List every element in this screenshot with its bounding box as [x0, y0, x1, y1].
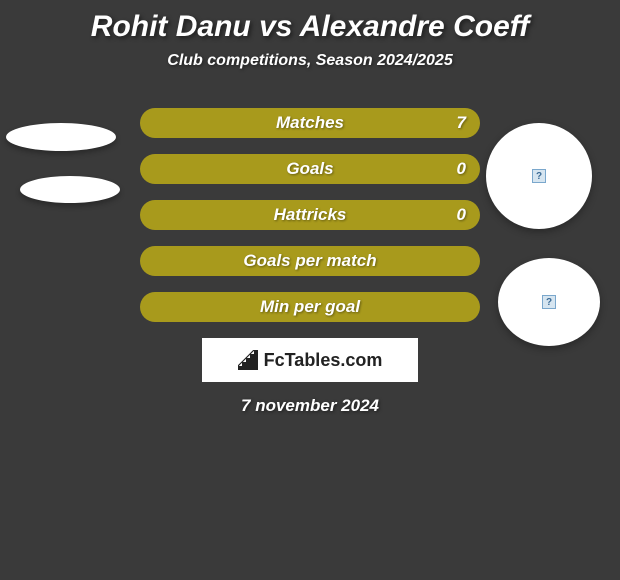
stat-row: Goals per match — [0, 238, 620, 284]
stat-row: Matches 7 — [0, 100, 620, 146]
page-subtitle: Club competitions, Season 2024/2025 — [0, 52, 620, 70]
stat-value: 7 — [457, 113, 466, 133]
stat-value: 0 — [457, 159, 466, 179]
page-title: Rohit Danu vs Alexandre Coeff — [0, 10, 620, 44]
logo-text: FcTables.com — [264, 350, 383, 371]
stat-label: Min per goal — [260, 297, 360, 317]
fctables-logo-icon — [238, 350, 260, 370]
stat-bar: Matches 7 — [140, 108, 480, 138]
stat-bar: Goals 0 — [140, 154, 480, 184]
stat-label: Goals per match — [243, 251, 376, 271]
stat-bar: Min per goal — [140, 292, 480, 322]
stat-row: Hattricks 0 — [0, 192, 620, 238]
stat-row: Min per goal — [0, 284, 620, 330]
date-text: 7 november 2024 — [0, 396, 620, 416]
stat-label: Hattricks — [274, 205, 347, 225]
stat-label: Matches — [276, 113, 344, 133]
stat-bar: Hattricks 0 — [140, 200, 480, 230]
logo-box: FcTables.com — [202, 338, 418, 382]
stat-bar: Goals per match — [140, 246, 480, 276]
stat-label: Goals — [286, 159, 333, 179]
stats-area: Matches 7 Goals 0 Hattricks 0 Goals per match M… — [0, 100, 620, 330]
stat-value: 0 — [457, 205, 466, 225]
stat-row: Goals 0 — [0, 146, 620, 192]
